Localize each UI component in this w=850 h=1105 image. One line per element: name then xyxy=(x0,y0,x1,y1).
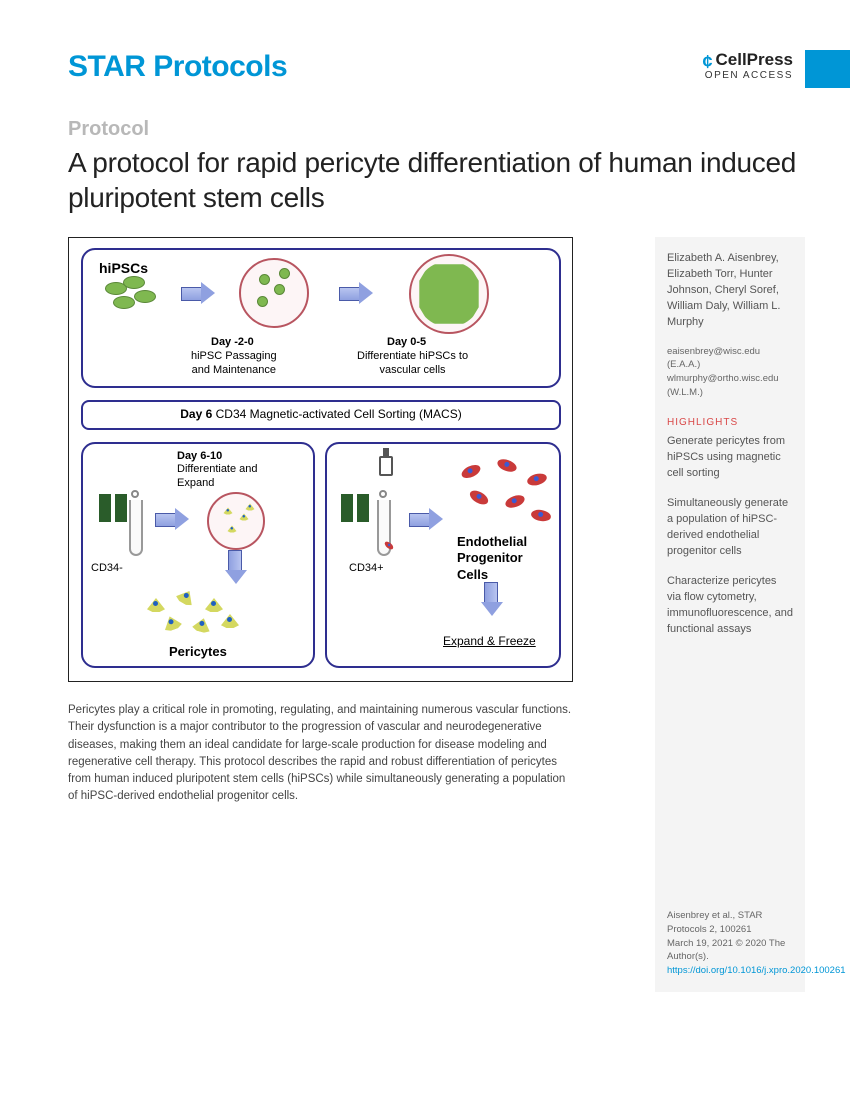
sorter-icon xyxy=(341,494,353,522)
arrow-icon xyxy=(483,582,501,616)
colony-icon xyxy=(416,261,482,327)
day610-text: Differentiate and Expand xyxy=(177,463,258,491)
corresponding-email[interactable]: wlmurphy@ortho.wisc.edu (W.L.M.) xyxy=(667,372,793,400)
cell-icon xyxy=(134,290,156,303)
dish-icon xyxy=(207,492,265,550)
sorter-icon xyxy=(357,494,369,522)
stage2-title: Day 0-5 xyxy=(387,336,426,350)
arrow-icon xyxy=(155,510,189,528)
stage1-title: Day -2-0 xyxy=(211,336,254,350)
arrow-icon xyxy=(339,284,373,302)
cell-icon xyxy=(259,274,270,285)
cd34plus-label: CD34+ xyxy=(349,562,384,576)
arrow-icon xyxy=(181,284,215,302)
highlights-heading: HIGHLIGHTS xyxy=(667,416,793,431)
article-title: A protocol for rapid pericyte differenti… xyxy=(68,145,805,215)
arrow-icon xyxy=(227,550,245,584)
publisher-name: CellPress xyxy=(716,50,794,70)
endothelial-label: Endothelial Progenitor Cells xyxy=(457,534,527,583)
highlight-item: Characterize pericytes via flow cytometr… xyxy=(667,574,793,638)
sorter-icon xyxy=(99,494,111,522)
day610-title: Day 6-10 xyxy=(177,450,222,464)
cell-icon xyxy=(113,296,135,309)
syringe-icon xyxy=(383,448,389,458)
brand-accent xyxy=(805,50,850,88)
article-type: Protocol xyxy=(68,118,805,141)
journal-title: STAR Protocols xyxy=(68,50,287,84)
citation-text: Aisenbrey et al., STAR Protocols 2, 1002… xyxy=(667,909,793,964)
arrow-icon xyxy=(409,510,443,528)
tube-icon xyxy=(129,500,143,556)
stage1-text: hiPSC Passaging and Maintenance xyxy=(191,350,277,378)
graphical-abstract: hiPSCs Day -2-0 hiPSC Passaging and Main… xyxy=(68,237,573,682)
pericytes-label: Pericytes xyxy=(169,644,227,660)
cell-icon xyxy=(279,268,290,279)
figure-box-top xyxy=(81,248,561,388)
cell-icon xyxy=(257,296,268,307)
cd34minus-label: CD34- xyxy=(91,562,123,576)
cell-icon xyxy=(274,284,285,295)
sorter-icon xyxy=(115,494,127,522)
sidebar: Elizabeth A. Aisenbrey, Elizabeth Torr, … xyxy=(655,237,805,992)
publisher-block: ¢ CellPress OPEN ACCESS xyxy=(697,50,806,88)
dish-icon xyxy=(239,258,309,328)
syringe-icon xyxy=(379,456,393,476)
stage2-text: Differentiate hiPSCs to vascular cells xyxy=(357,350,468,378)
doi-link[interactable]: https://doi.org/10.1016/j.xpro.2020.1002… xyxy=(667,964,793,978)
link-icon: ¢ xyxy=(697,52,713,68)
cell-icon xyxy=(123,276,145,289)
author-list: Elizabeth A. Aisenbrey, Elizabeth Torr, … xyxy=(667,251,793,331)
corresponding-email[interactable]: eaisenbrey@wisc.edu (E.A.A.) xyxy=(667,345,793,373)
cap-icon xyxy=(131,490,139,498)
cap-icon xyxy=(379,490,387,498)
hipsc-label: hiPSCs xyxy=(99,260,148,278)
expand-freeze-label: Expand & Freeze xyxy=(443,634,536,649)
highlight-item: Generate pericytes from hiPSCs using mag… xyxy=(667,434,793,482)
citation-block: Aisenbrey et al., STAR Protocols 2, 1002… xyxy=(667,909,793,978)
macs-text: Day 6 CD34 Magnetic-activated Cell Sorti… xyxy=(69,407,573,422)
open-access-label: OPEN ACCESS xyxy=(697,70,794,81)
highlight-item: Simultaneously generate a population of … xyxy=(667,496,793,560)
abstract-text: Pericytes play a critical role in promot… xyxy=(68,702,573,806)
page-header: STAR Protocols ¢ CellPress OPEN ACCESS xyxy=(68,50,805,88)
